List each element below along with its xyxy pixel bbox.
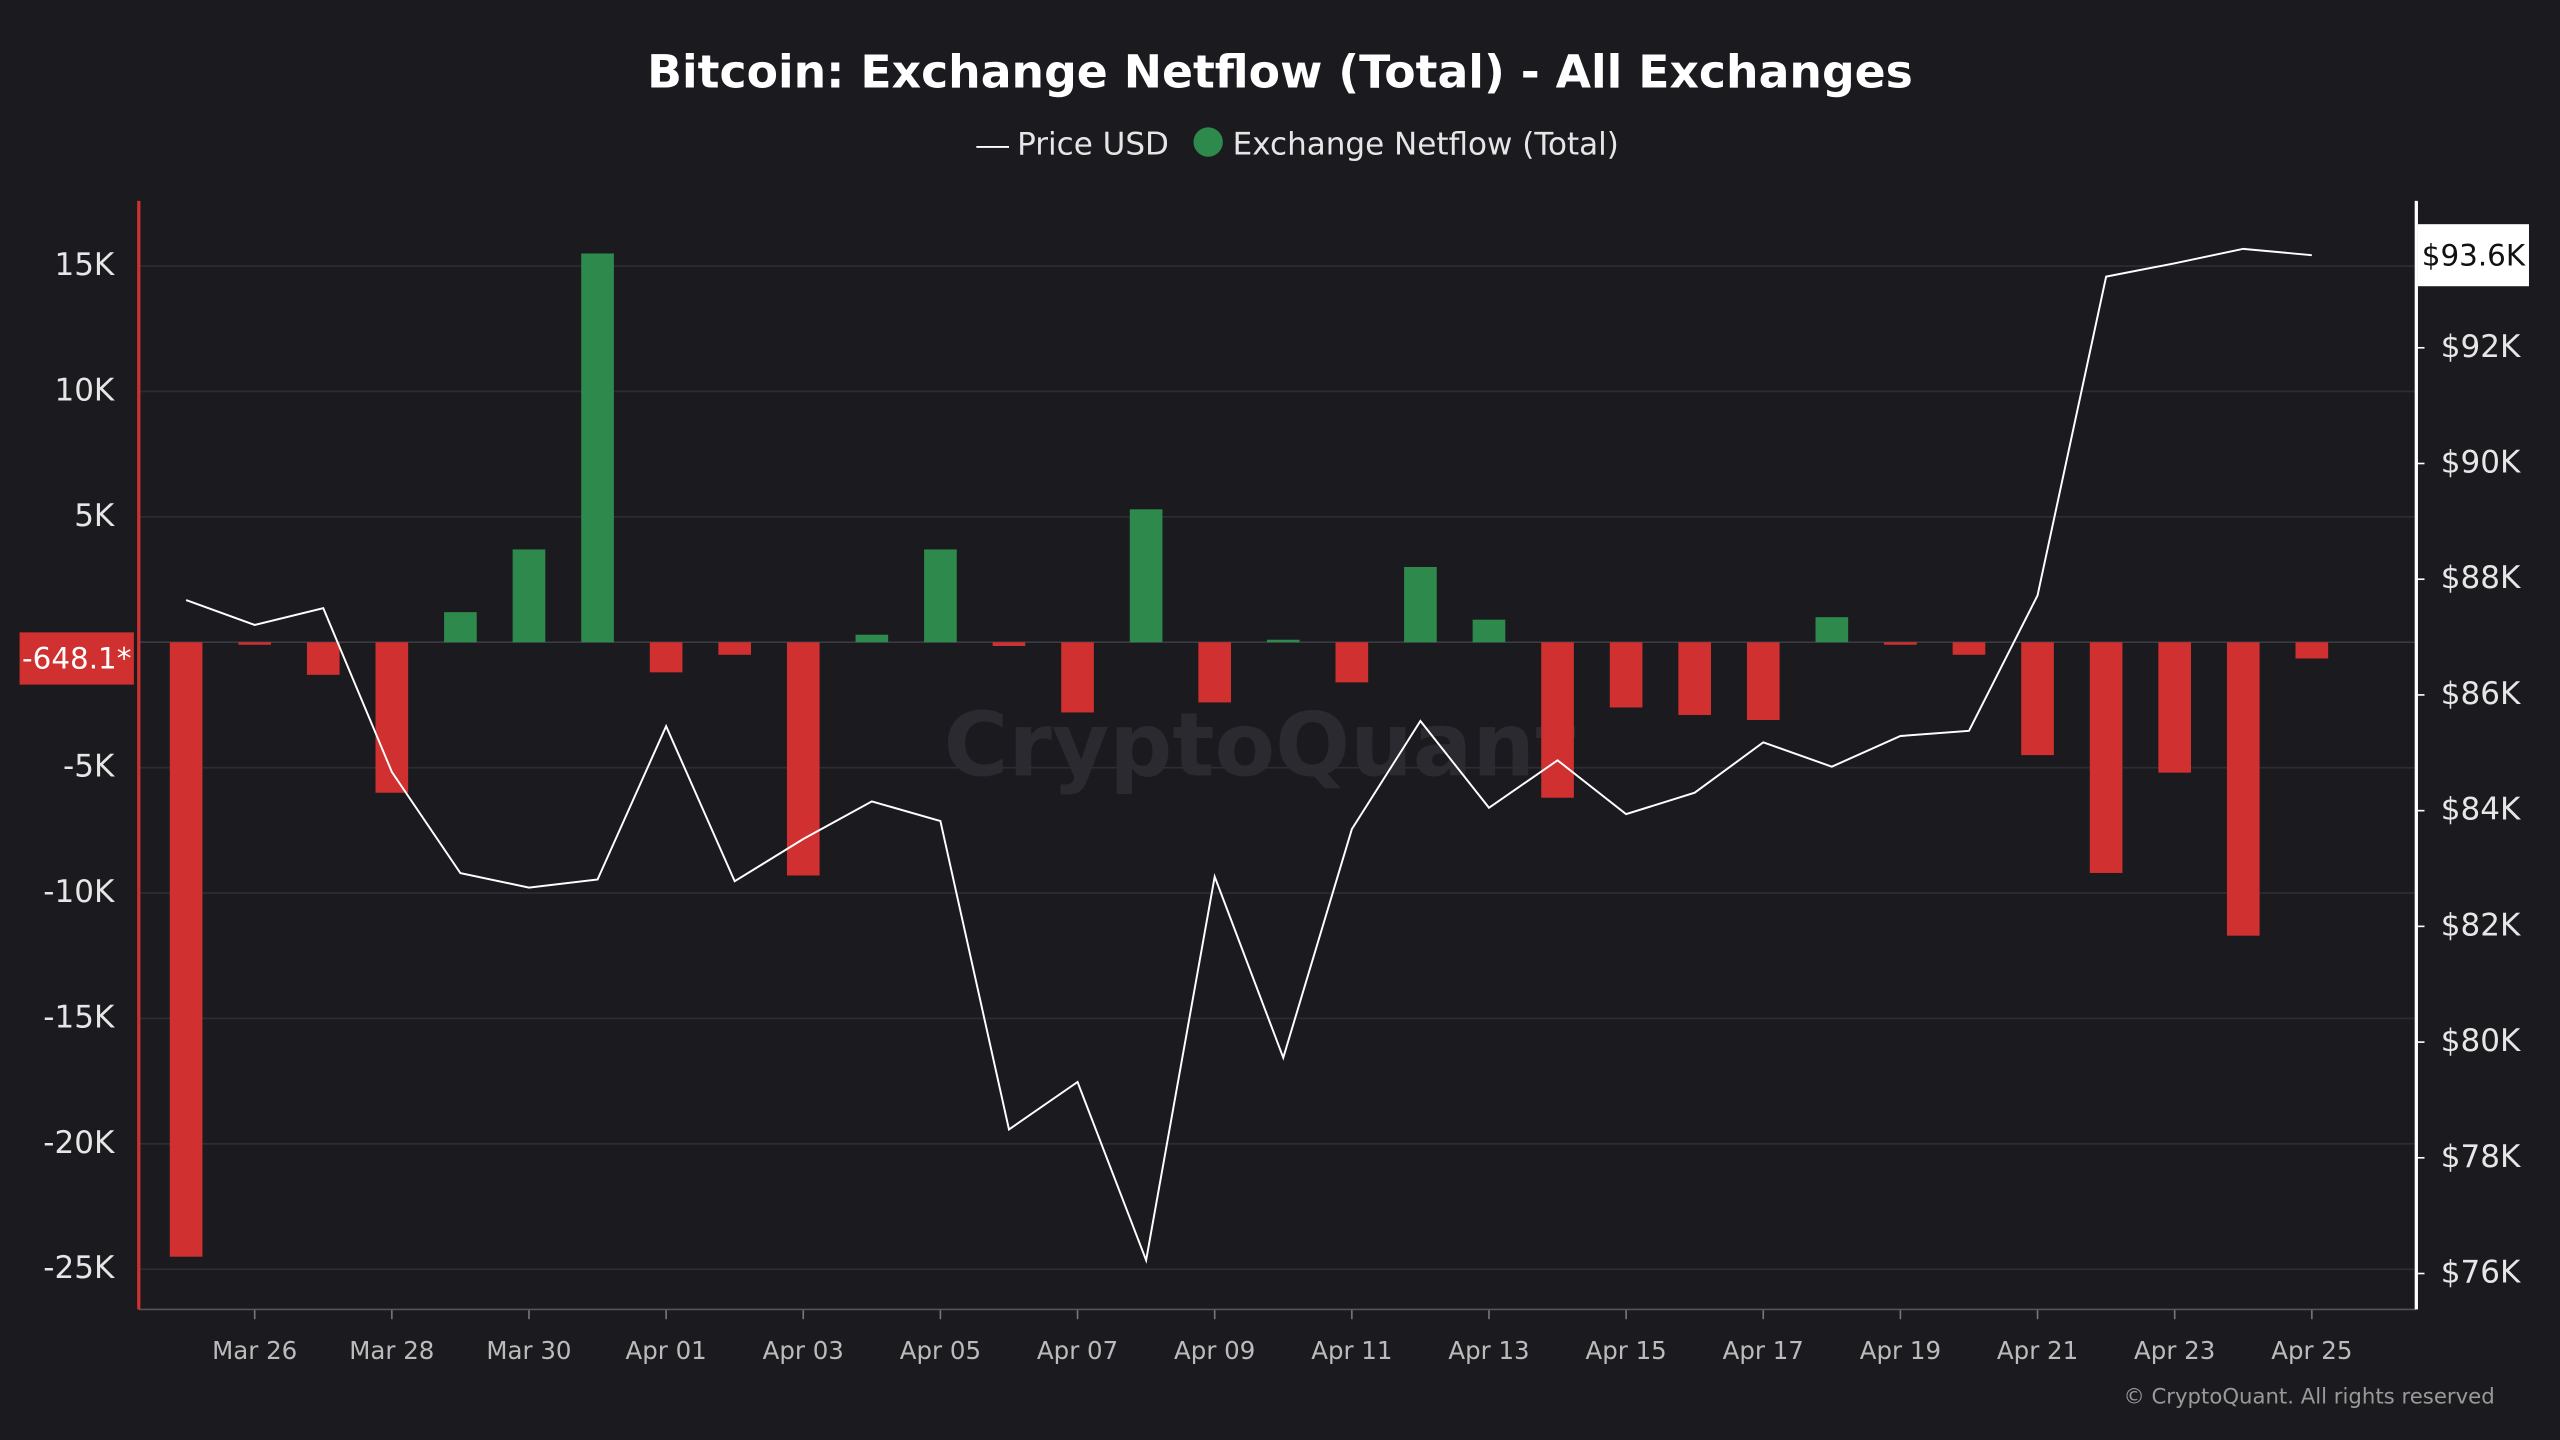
bar [1472,619,1506,643]
bar [2089,642,2123,873]
y2-tick-label: $80K [2441,1023,2521,1059]
x-tick-label: Apr 17 [1723,1336,1804,1365]
y-tick-label: 10K [54,372,114,408]
y2-tick-label: $78K [2441,1139,2521,1175]
bar [375,642,409,793]
y-tick-label: 5K [74,498,115,534]
bar [1815,617,1849,643]
y2-tick-label: $84K [2441,792,2521,828]
last-value-box [19,632,134,685]
legend-label[interactable]: Exchange Netflow (Total) [1233,126,1619,162]
x-tick-label: Apr 09 [1174,1336,1255,1365]
x-tick-label: Apr 19 [1860,1336,1941,1365]
bar [1129,509,1163,643]
bar [924,549,957,643]
bar [786,642,820,876]
bar [649,642,683,673]
bar [238,642,272,645]
bar [855,634,889,643]
x-tick-label: Apr 23 [2134,1336,2215,1365]
bar [1266,639,1300,643]
last-price-label: $93.6K [2422,238,2526,272]
x-tick-label: Apr 13 [1448,1336,1529,1365]
last-value-label: -648.1* [22,642,131,676]
y2-tick-label: $76K [2441,1255,2521,1291]
x-tick-label: Apr 25 [2271,1336,2352,1365]
bar [992,642,1026,647]
y-tick-label: -15K [43,999,115,1035]
bar [718,642,752,655]
bar [444,612,477,643]
bar [1198,642,1232,703]
y2-tick-label: $86K [2441,676,2521,712]
price-line [185,247,2312,1264]
x-tick-label: Apr 15 [1585,1336,1666,1365]
x-tick-label: Apr 07 [1037,1336,1118,1365]
bar [581,253,614,643]
chart-title: Bitcoin: Exchange Netflow (Total) - All … [647,46,1913,99]
legend-label[interactable]: Price USD [1017,126,1169,162]
bar [1404,566,1437,643]
watermark: CryptoQuant [944,693,1578,796]
y2-tick-label: $82K [2441,907,2521,943]
x-tick-label: Mar 26 [212,1336,297,1365]
bar [306,642,340,675]
bar [1061,642,1094,713]
x-tick-label: Apr 01 [625,1336,706,1365]
bar [1884,642,1917,645]
y-tick-label: -25K [43,1250,115,1286]
bar [2158,642,2192,773]
last-price-box [2417,224,2529,287]
x-tick-label: Mar 28 [349,1336,434,1365]
y-tick-label: -10K [43,874,115,910]
y-tick-label: -5K [63,749,115,785]
x-tick-label: Apr 21 [1997,1336,2078,1365]
bar [2226,642,2260,936]
x-tick-label: Apr 11 [1311,1336,1392,1365]
copyright: © CryptoQuant. All rights reserved [2124,1385,2495,1410]
bar [1746,642,1780,720]
y-tick-label: 15K [54,247,114,283]
bar [1952,642,1986,655]
legend-dot-icon [1193,127,1223,157]
bar [1678,642,1712,715]
x-tick-label: Apr 03 [763,1336,844,1365]
bar [1609,642,1643,708]
y-tick-label: -20K [43,1125,115,1161]
bar [169,642,203,1257]
bar [1335,642,1369,683]
bar [1541,642,1574,798]
y2-tick-label: $90K [2441,444,2521,480]
y2-tick-label: $88K [2441,560,2521,596]
x-tick-label: Apr 05 [900,1336,981,1365]
x-tick-label: Mar 30 [486,1336,571,1365]
y2-tick-label: $92K [2441,329,2521,365]
bar [512,549,546,643]
bar [2021,642,2054,756]
bar [2295,642,2329,659]
